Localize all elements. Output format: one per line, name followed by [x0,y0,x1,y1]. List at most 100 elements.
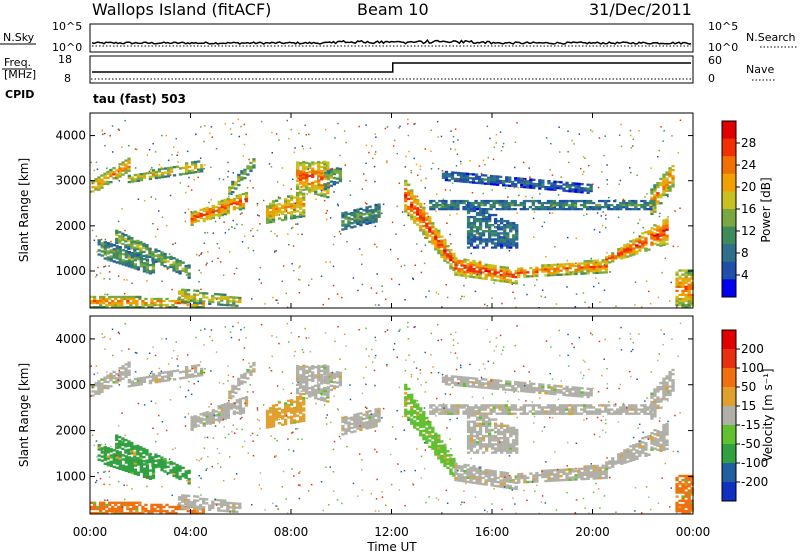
velocity-cell [130,459,134,462]
power-cell [308,187,312,190]
power-cell [296,204,300,207]
velocity-cell [314,376,318,379]
power-cell [425,216,429,219]
velocity-cell [371,417,375,420]
velocity-cell [425,427,429,430]
velocity-cell [449,458,453,461]
power-cell [232,172,235,174]
power-cell [118,239,122,242]
power-cell [153,297,157,301]
velocity-cell [196,424,200,427]
power-cell [223,206,227,210]
power-cell [544,270,548,273]
velocity-cell [457,475,461,478]
power-cell [308,191,312,194]
power-cell [217,303,221,306]
velocity-cell [520,476,524,480]
power-cell [190,219,194,223]
velocity-cell [371,419,375,422]
velocity-cell [296,420,300,424]
power-cell [586,199,590,203]
velocity-cell [139,458,143,461]
power-cell [500,236,504,239]
power-cell [462,176,467,179]
velocity-cell [359,424,363,427]
power-cell [469,215,474,219]
power-cell [586,268,590,271]
power-cell [203,242,206,244]
velocity-cell [185,366,189,369]
velocity-cell [175,463,179,467]
power-cell [359,207,363,210]
velocity-cell [493,476,497,479]
velocity-cell [490,484,494,487]
power-cell [577,182,581,185]
velocity-cell [413,426,417,429]
power-cell [314,170,318,173]
velocity-cell [124,451,128,454]
power-cell [632,249,636,252]
velocity-cell [265,415,270,419]
power-cell [145,263,150,266]
power-cell [604,204,608,207]
velocity-cell [320,375,324,379]
power-cell [623,246,627,249]
power-cell [687,283,691,286]
power-cell [614,257,618,260]
power-cell [103,253,107,256]
velocity-cell [344,428,348,431]
power-cell [208,300,212,303]
velocity-cell [100,455,104,458]
velocity-cell [103,448,107,451]
power-cell [559,151,561,153]
velocity-cell [449,468,453,471]
power-cell [365,218,369,221]
velocity-cell [595,471,599,474]
velocity-cell [145,453,149,456]
power-cell [593,285,595,288]
power-cell [97,180,101,183]
velocity-cell [126,511,130,515]
velocity-cell [148,477,153,480]
power-cell [112,250,116,253]
velocity-cell [440,440,444,443]
velocity-cell [623,455,627,458]
velocity-cell [208,508,212,511]
power-cell [598,137,601,139]
power-cell [503,238,507,241]
velocity-cell [188,373,192,377]
velocity-cell [235,506,239,509]
power-cell [463,272,467,275]
velocity-cell [153,503,157,507]
power-cell [505,180,509,183]
power-cell [308,174,312,178]
power-cell [661,193,663,195]
power-cell [115,253,119,256]
power-cell [586,191,590,194]
velocity-cell [190,428,194,431]
power-cell [217,200,221,203]
velocity-cell [268,425,273,429]
power-cell [509,246,513,249]
power-cell [583,266,587,269]
power-cell [583,201,587,205]
power-cell [604,206,608,209]
velocity-cell [302,399,306,402]
velocity-cell [154,463,158,467]
power-cell [472,234,477,237]
power-cell [118,235,122,238]
power-cell [294,147,296,149]
power-cell [129,306,133,309]
power-cell [220,207,224,211]
power-cell [484,273,488,276]
velocity-cell [437,438,441,441]
power-cell [434,248,438,251]
power-cell [564,199,569,203]
power-cell [235,304,239,307]
power-cell [419,225,423,228]
power-cell [246,167,250,170]
velocity-cell [163,462,167,465]
power-cell [641,236,645,239]
power-cell [465,172,470,175]
velocity-cell [97,448,101,451]
